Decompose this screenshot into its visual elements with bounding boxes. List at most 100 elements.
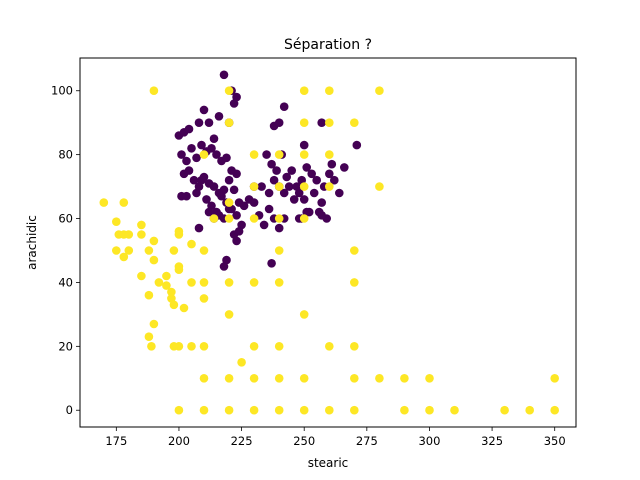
- data-point-class_b: [224, 374, 234, 383]
- data-point-class_b: [149, 86, 159, 95]
- data-point-class_b: [179, 303, 189, 313]
- data-point-class_a: [192, 188, 201, 198]
- data-point-class_b: [162, 271, 171, 281]
- data-point-class_a: [282, 172, 292, 182]
- data-point-class_a: [204, 118, 214, 127]
- data-point-class_b: [249, 405, 259, 415]
- data-point-class_b: [299, 182, 309, 191]
- data-point-class_b: [450, 405, 459, 415]
- data-point-class_b: [299, 405, 309, 415]
- data-point-class_b: [124, 230, 134, 239]
- data-point-class_b: [325, 118, 334, 127]
- data-point-class_a: [330, 175, 339, 185]
- data-point-class_b: [375, 86, 384, 95]
- data-point-class_a: [262, 150, 271, 159]
- data-point-class_b: [350, 405, 359, 415]
- data-point-class_b: [299, 214, 309, 223]
- axes-frame: [79, 57, 577, 428]
- data-point-class_b: [224, 405, 234, 415]
- data-point-class_b: [350, 246, 359, 255]
- data-point-class_b: [169, 342, 179, 351]
- data-point-class_b: [425, 405, 434, 415]
- data-point-class_b: [425, 374, 434, 383]
- data-point-class_b: [199, 278, 209, 287]
- data-point-class_a: [317, 198, 327, 207]
- data-point-class_b: [199, 405, 209, 415]
- data-point-class_b: [550, 374, 559, 383]
- data-point-class_a: [234, 227, 244, 236]
- data-point-class_a: [299, 140, 309, 150]
- data-point-class_a: [209, 134, 219, 143]
- data-point-class_a: [317, 211, 327, 220]
- data-point-class_b: [199, 294, 209, 303]
- data-point-class_b: [325, 405, 334, 415]
- data-point-class_a: [217, 191, 226, 201]
- data-point-class_a: [299, 195, 309, 204]
- data-point-class_a: [292, 182, 302, 191]
- data-point-class_b: [500, 405, 509, 415]
- data-point-class_a: [182, 191, 191, 201]
- data-point-class_b: [375, 182, 384, 191]
- data-point-class_a: [239, 201, 249, 211]
- y-axis-label: arachidic: [25, 215, 39, 270]
- data-point-class_b: [174, 230, 184, 239]
- data-point-class_b: [224, 278, 234, 287]
- x-tick-label: 275: [356, 434, 378, 448]
- data-point-class_b: [169, 300, 179, 310]
- data-point-class_b: [249, 182, 259, 191]
- data-point-class_b: [350, 118, 359, 127]
- data-point-class_b: [199, 150, 209, 159]
- data-point-class_b: [400, 374, 409, 383]
- data-point-class_b: [274, 182, 284, 191]
- data-point-class_a: [257, 182, 266, 191]
- data-point-class_b: [325, 342, 334, 351]
- data-point-class_b: [299, 310, 309, 319]
- y-tick-label: 80: [58, 148, 73, 162]
- data-point-class_b: [325, 182, 334, 191]
- data-point-class_b: [299, 374, 309, 383]
- data-point-class_a: [202, 195, 211, 204]
- x-tick-label: 225: [231, 434, 253, 448]
- data-point-class_a: [267, 159, 276, 169]
- y-tick-label: 40: [58, 275, 73, 289]
- data-point-class_b: [169, 246, 179, 255]
- data-point-class_a: [340, 163, 349, 172]
- data-point-class_a: [279, 102, 289, 111]
- data-point-class_b: [187, 239, 196, 249]
- ticks-layer: 175 200 225 250 275 300 325 350 0 20 40 60 80 100: [51, 84, 566, 448]
- data-point-class_a: [212, 150, 221, 159]
- data-point-class_a: [232, 236, 241, 246]
- data-point-class_b: [209, 214, 219, 223]
- data-point-class_a: [219, 70, 229, 80]
- data-point-class_b: [375, 374, 384, 383]
- data-point-class_a: [352, 140, 362, 150]
- data-point-class_b: [224, 198, 234, 207]
- data-point-class_a: [192, 153, 201, 163]
- y-tick-label: 0: [66, 403, 73, 417]
- data-point-class_b: [249, 278, 259, 287]
- data-point-class_b: [154, 278, 164, 287]
- data-point-class_a: [224, 204, 234, 214]
- data-point-class_a: [197, 175, 206, 185]
- data-point-class_b: [350, 374, 359, 383]
- data-point-class_a: [317, 118, 327, 127]
- data-point-class_b: [525, 405, 534, 415]
- data-point-class_a: [287, 166, 297, 175]
- data-point-class_a: [272, 166, 281, 175]
- x-tick-label: 300: [418, 434, 440, 448]
- data-point-class_b: [137, 271, 146, 281]
- data-point-class_b: [249, 214, 259, 223]
- x-tick-label: 200: [168, 434, 190, 448]
- data-point-class_b: [274, 214, 284, 223]
- data-point-class_b: [144, 246, 154, 255]
- data-point-class_b: [174, 405, 184, 415]
- data-point-class_a: [274, 118, 284, 127]
- data-point-class_b: [199, 374, 209, 383]
- data-point-class_a: [232, 211, 241, 220]
- data-point-class_a: [194, 118, 204, 127]
- data-point-class_a: [184, 166, 194, 175]
- data-point-class_a: [279, 188, 289, 198]
- data-point-class_a: [182, 156, 191, 166]
- data-point-class_a: [269, 175, 279, 185]
